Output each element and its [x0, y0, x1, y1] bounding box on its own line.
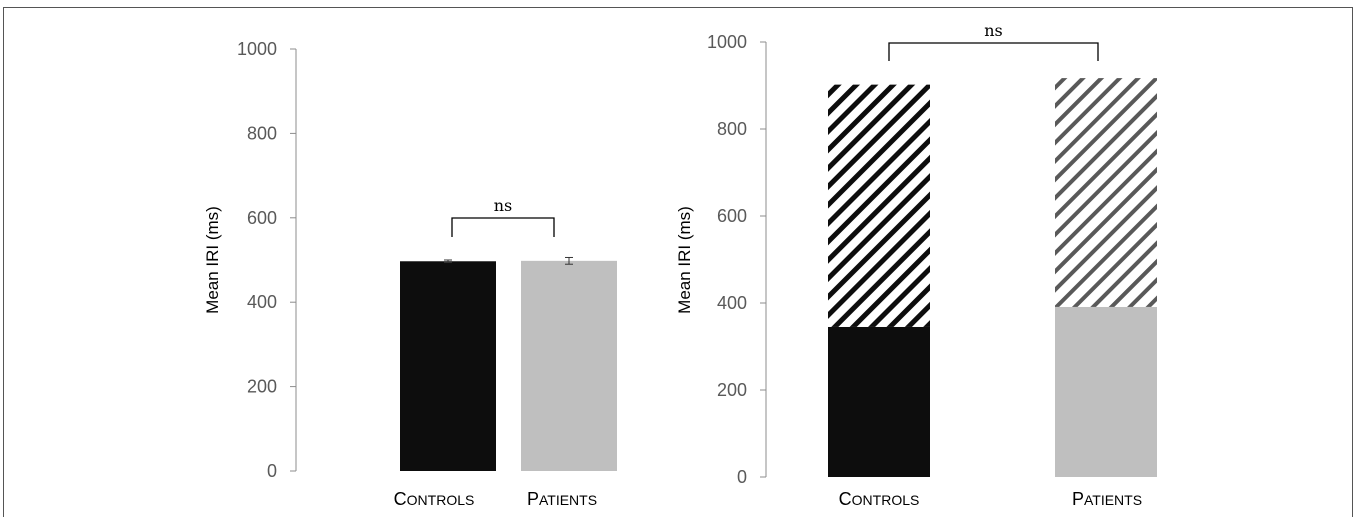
bar-patients-segment-1: [1055, 306, 1157, 477]
y-axis-label: Mean IRI (ms): [675, 206, 694, 314]
y-tick-label: 200: [247, 377, 277, 397]
y-tick-label: 0: [737, 467, 747, 487]
bar-patients: [521, 260, 617, 471]
y-tick-label: 600: [247, 208, 277, 228]
chart-2: 0 200 400 600 800 1000 Mean IRI (ms) CONTROLS PA…: [675, 21, 1157, 509]
significance-bracket: [888, 42, 1099, 61]
significance-bracket: [451, 217, 555, 237]
y-tick-label: 0: [267, 461, 277, 481]
x-category-label: PATIENTS: [1072, 489, 1142, 509]
bar-patients-segment-2: [1055, 78, 1157, 307]
y-tick-label: 1000: [707, 32, 747, 52]
x-category-label: CONTROLS: [394, 489, 475, 509]
y-tick-label: 1000: [237, 39, 277, 59]
x-category-label: CONTROLS: [839, 489, 920, 509]
y-tick-label: 200: [717, 380, 747, 400]
y-tick-label: 800: [717, 119, 747, 139]
y-tick-label: 800: [247, 123, 277, 143]
significance-label: ns: [494, 196, 513, 215]
figure-frame: [3, 7, 1353, 517]
chart-1: 0 200 400 600 800 1000 Mean IRI (ms) CONTROLS PA…: [203, 39, 617, 509]
y-tick-label: 400: [247, 292, 277, 312]
y-tick-label: 600: [717, 206, 747, 226]
significance-label: ns: [984, 21, 1003, 40]
bar-controls-segment-1: [828, 326, 930, 477]
bar-controls: [400, 261, 496, 471]
y-tick-label: 400: [717, 293, 747, 313]
bar-controls-segment-2: [828, 84, 930, 327]
x-category-label: PATIENTS: [527, 489, 597, 509]
y-axis-label: Mean IRI (ms): [203, 206, 222, 314]
